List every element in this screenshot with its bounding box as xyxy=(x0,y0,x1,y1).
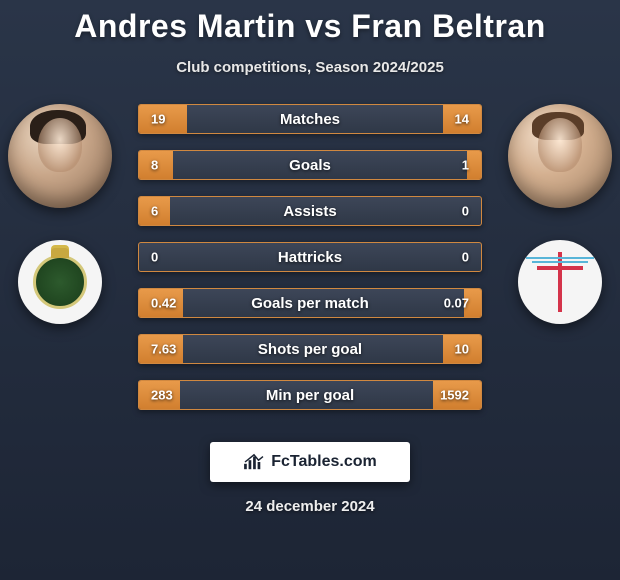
stat-value-left: 0 xyxy=(151,250,158,265)
stat-row: 0.42 0.07 Goals per match xyxy=(138,288,482,318)
stat-value-right: 0 xyxy=(462,204,469,219)
celta-vigo-crest-icon xyxy=(537,252,583,312)
stat-row: 19 14 Matches xyxy=(138,104,482,134)
source-logo: FcTables.com xyxy=(210,442,410,482)
stat-value-right: 0 xyxy=(462,250,469,265)
stat-row: 8 1 Goals xyxy=(138,150,482,180)
player-left-avatar xyxy=(8,104,112,208)
page-title: Andres Martin vs Fran Beltran xyxy=(0,0,620,45)
stat-value-left: 0.42 xyxy=(151,296,176,311)
stat-row: 7.63 10 Shots per goal xyxy=(138,334,482,364)
stat-value-right: 1592 xyxy=(440,388,469,403)
stat-row: 0 0 Hattricks xyxy=(138,242,482,272)
stat-value-right: 10 xyxy=(455,342,469,357)
stat-label: Matches xyxy=(280,111,340,128)
club-left-badge xyxy=(18,240,102,324)
stat-value-left: 283 xyxy=(151,388,173,403)
stat-label: Assists xyxy=(283,203,336,220)
stat-value-right: 14 xyxy=(455,112,469,127)
stat-value-left: 8 xyxy=(151,158,158,173)
stats-bars-container: 19 14 Matches 8 1 Goals 6 0 Assists 0 0 Hattricks 0.… xyxy=(138,104,482,426)
stat-label: Shots per goal xyxy=(258,341,362,358)
stat-label: Min per goal xyxy=(266,387,354,404)
player-right-avatar xyxy=(508,104,612,208)
club-right-badge xyxy=(518,240,602,324)
stat-value-left: 19 xyxy=(151,112,165,127)
stat-label: Goals xyxy=(289,157,331,174)
stat-value-left: 6 xyxy=(151,204,158,219)
page-subtitle: Club competitions, Season 2024/2025 xyxy=(0,59,620,76)
stat-value-right: 0.07 xyxy=(444,296,469,311)
source-logo-text: FcTables.com xyxy=(271,453,377,471)
stat-value-left: 7.63 xyxy=(151,342,176,357)
stat-row: 6 0 Assists xyxy=(138,196,482,226)
stat-label: Goals per match xyxy=(251,295,369,312)
racing-santander-crest-icon xyxy=(33,255,87,309)
stat-fill-right xyxy=(467,151,481,179)
stat-row: 283 1592 Min per goal xyxy=(138,380,482,410)
fctables-chart-icon xyxy=(243,453,265,471)
stat-label: Hattricks xyxy=(278,249,342,266)
comparison-content: 19 14 Matches 8 1 Goals 6 0 Assists 0 0 Hattricks 0.… xyxy=(0,104,620,424)
snapshot-date: 24 december 2024 xyxy=(0,498,620,515)
stat-value-right: 1 xyxy=(462,158,469,173)
